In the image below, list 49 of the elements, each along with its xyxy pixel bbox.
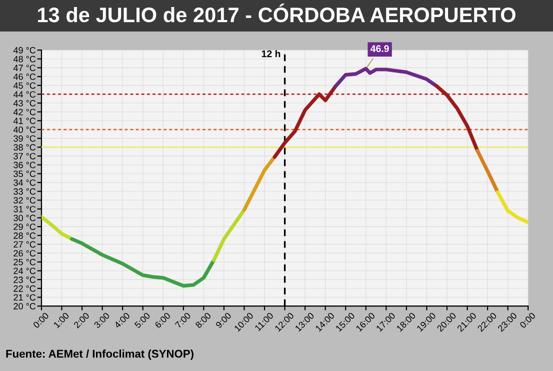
y-tick-label: 38 °C bbox=[14, 144, 36, 151]
y-tick-label: 44 °C bbox=[13, 91, 36, 98]
y-tick-label: 40 °C bbox=[13, 126, 36, 133]
y-tick-label: 25 °C bbox=[14, 258, 36, 266]
y-tick-label: 29 °C bbox=[14, 224, 36, 230]
y-tick-label: 34 °C bbox=[14, 179, 36, 186]
ref-line-label: 12 h bbox=[262, 50, 280, 58]
annotation: 46.9 bbox=[370, 45, 389, 52]
x-tick-label: 0:00 bbox=[519, 312, 536, 328]
y-tick-label: 37 °C bbox=[14, 152, 36, 160]
y-tick-label: 41 °C bbox=[13, 118, 36, 124]
y-tick-label: 21 °C bbox=[14, 294, 36, 301]
line-series bbox=[41, 215, 74, 241]
x-tick-label: 6:00 bbox=[154, 312, 171, 328]
y-tick-label: 47 °C bbox=[13, 64, 36, 72]
y-tick-label: 23 °C bbox=[14, 276, 36, 283]
line-series bbox=[272, 84, 338, 159]
line-series bbox=[334, 66, 439, 88]
y-tick-label: 35 °C bbox=[14, 170, 36, 178]
y-tick-label: 27 °C bbox=[14, 241, 36, 248]
y-tick-label: 45 °C bbox=[13, 82, 36, 89]
y-tick-label: 42 °C bbox=[13, 108, 36, 116]
y-tick-label: 33 °C bbox=[14, 188, 36, 195]
y-tick-label: 46 °C bbox=[13, 74, 36, 80]
x-tick-label: 3:00 bbox=[94, 312, 110, 328]
y-tick-label: 26 °C bbox=[14, 250, 36, 256]
y-tick-label: 32 °C bbox=[14, 197, 36, 204]
x-tick-label: 4:00 bbox=[114, 312, 130, 329]
x-tick-label: 0:00 bbox=[32, 312, 50, 328]
y-tick-label: 36 °C bbox=[14, 162, 36, 168]
x-tick-label: 8:00 bbox=[194, 312, 212, 328]
line-series bbox=[70, 237, 216, 288]
y-tick-label: 24 °C bbox=[14, 268, 36, 274]
source-note: Fuente: AEMet / Infoclimat (SYNOP) bbox=[6, 350, 194, 360]
y-tick-label: 30 °C bbox=[14, 214, 36, 222]
x-tick-label: 9:00 bbox=[215, 312, 232, 328]
y-tick-label: 39 °C bbox=[14, 135, 36, 142]
line-series bbox=[435, 84, 480, 153]
y-tick-label: 49 °C bbox=[13, 47, 36, 54]
x-tick-label: 7:00 bbox=[174, 312, 192, 328]
y-tick-label: 43 °C bbox=[13, 100, 36, 106]
y-tick-label: 22 °C bbox=[14, 285, 36, 292]
y-tick-label: 20 °C bbox=[14, 303, 36, 310]
chart-title: 13 de JULIO de 2017 - CÓRDOBA AEROPUERTO bbox=[38, 4, 516, 22]
x-tick-label: 5:00 bbox=[134, 312, 151, 328]
line-series bbox=[496, 190, 528, 224]
y-tick-label: 48 °C bbox=[13, 56, 36, 62]
y-tick-label: 28 °C bbox=[14, 232, 36, 239]
y-tick-label: 31 °C bbox=[14, 206, 36, 212]
